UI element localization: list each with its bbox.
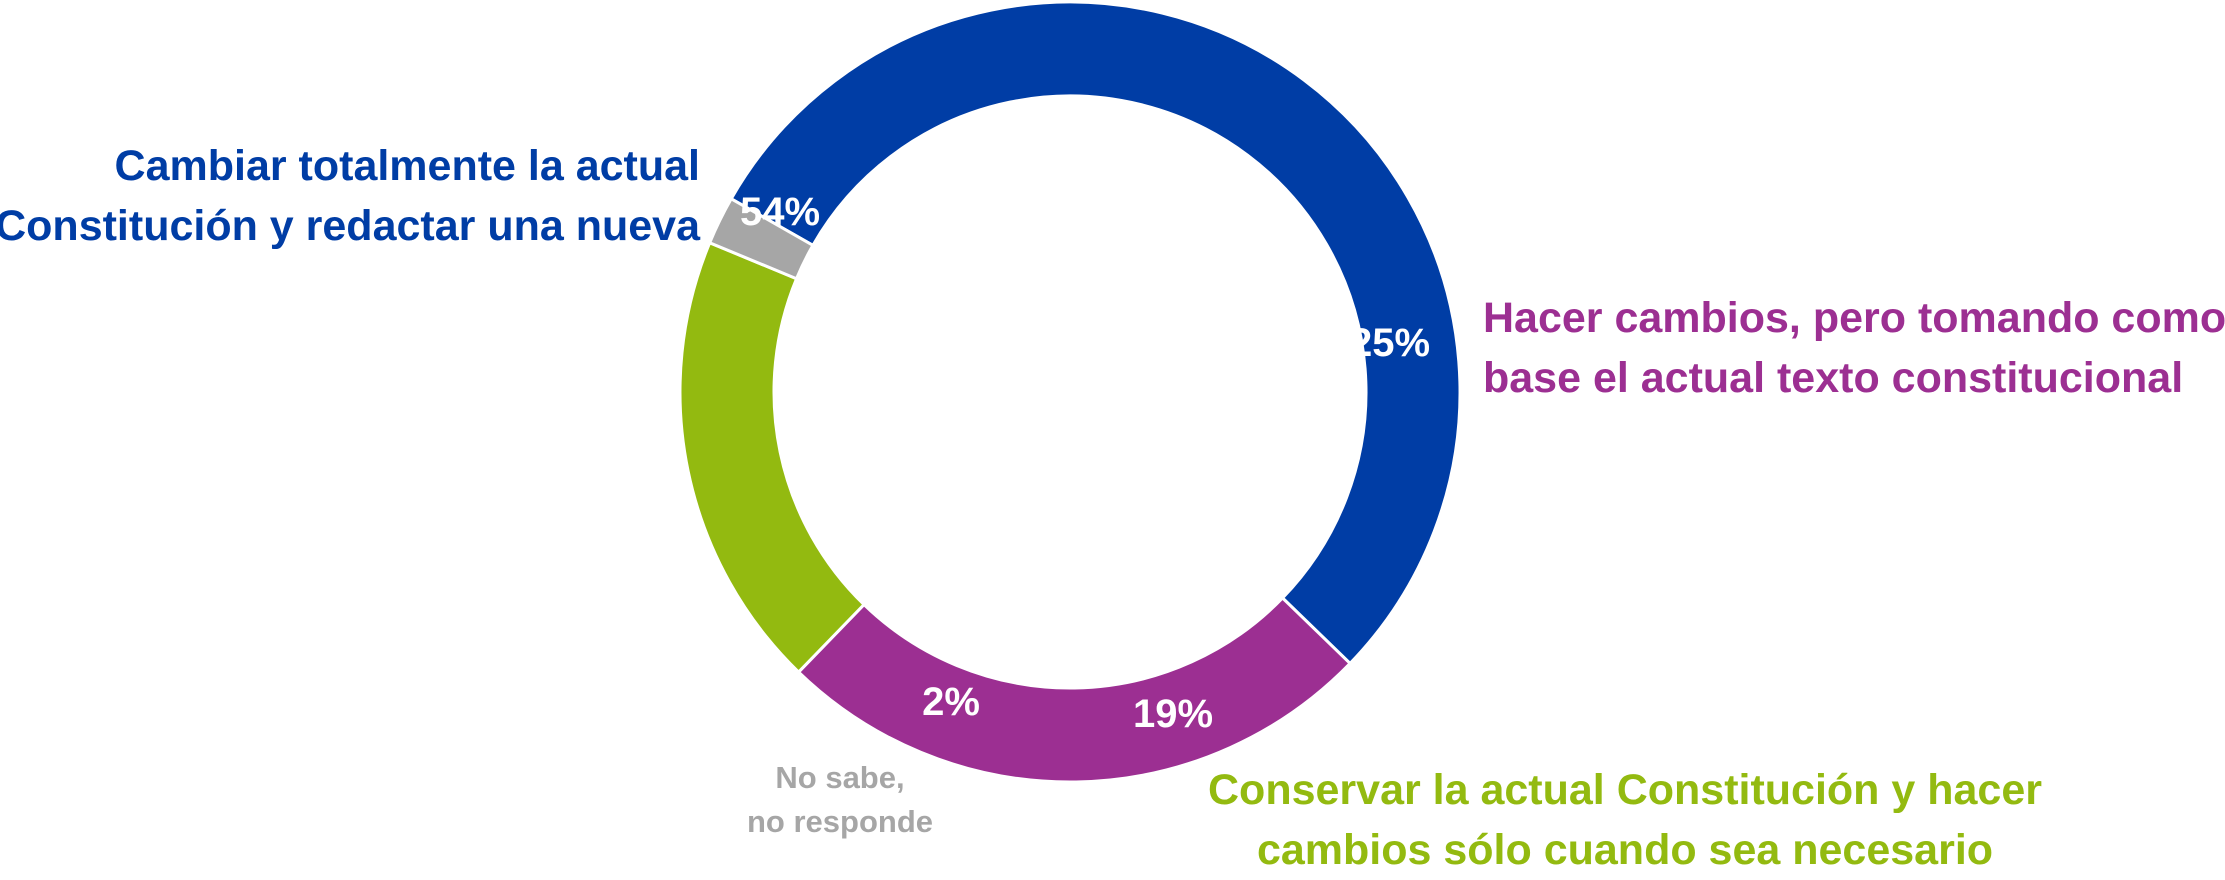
slice-no-sabe bbox=[707, 196, 815, 281]
value-labels-group: 54% 25% 19% 2% bbox=[740, 190, 1430, 736]
category-label-line: no responde bbox=[746, 804, 933, 839]
donut-chart-svg: 54% 25% 19% 2% bbox=[678, 0, 1462, 784]
value-label-no-sabe: 2% bbox=[922, 680, 980, 724]
category-label-line: Hacer cambios, pero tomando como bbox=[1483, 294, 2225, 342]
value-label-hacer-cambios: 25% bbox=[1350, 321, 1430, 365]
category-label-line: base el actual texto constitucional bbox=[1483, 354, 2184, 402]
category-label-conservar: Conservar la actual Constitución y hacer… bbox=[1185, 760, 2065, 880]
category-label-line: Conservar la actual Constitución y hacer bbox=[1208, 766, 2042, 814]
category-label-line: Constitución y redactar una nueva bbox=[0, 202, 700, 250]
category-label-cambiar-totalmente: Cambiar totalmente la actual Constitució… bbox=[0, 136, 700, 256]
category-label-line: cambios sólo cuando sea necesario bbox=[1256, 826, 1994, 874]
slice-hacer-cambios bbox=[796, 595, 1353, 784]
slice-conservar bbox=[678, 240, 867, 675]
slice-cambiar-totalmente bbox=[729, 0, 1462, 666]
slices-group bbox=[678, 0, 1462, 784]
value-label-cambiar-totalmente: 54% bbox=[740, 190, 820, 234]
category-label-line: No sabe, bbox=[775, 760, 905, 795]
category-label-line: Cambiar totalmente la actual bbox=[114, 142, 700, 190]
category-label-no-sabe: No sabe, no responde bbox=[700, 756, 980, 844]
category-label-hacer-cambios: Hacer cambios, pero tomando como base el… bbox=[1483, 288, 2225, 408]
value-label-conservar: 19% bbox=[1133, 692, 1213, 736]
